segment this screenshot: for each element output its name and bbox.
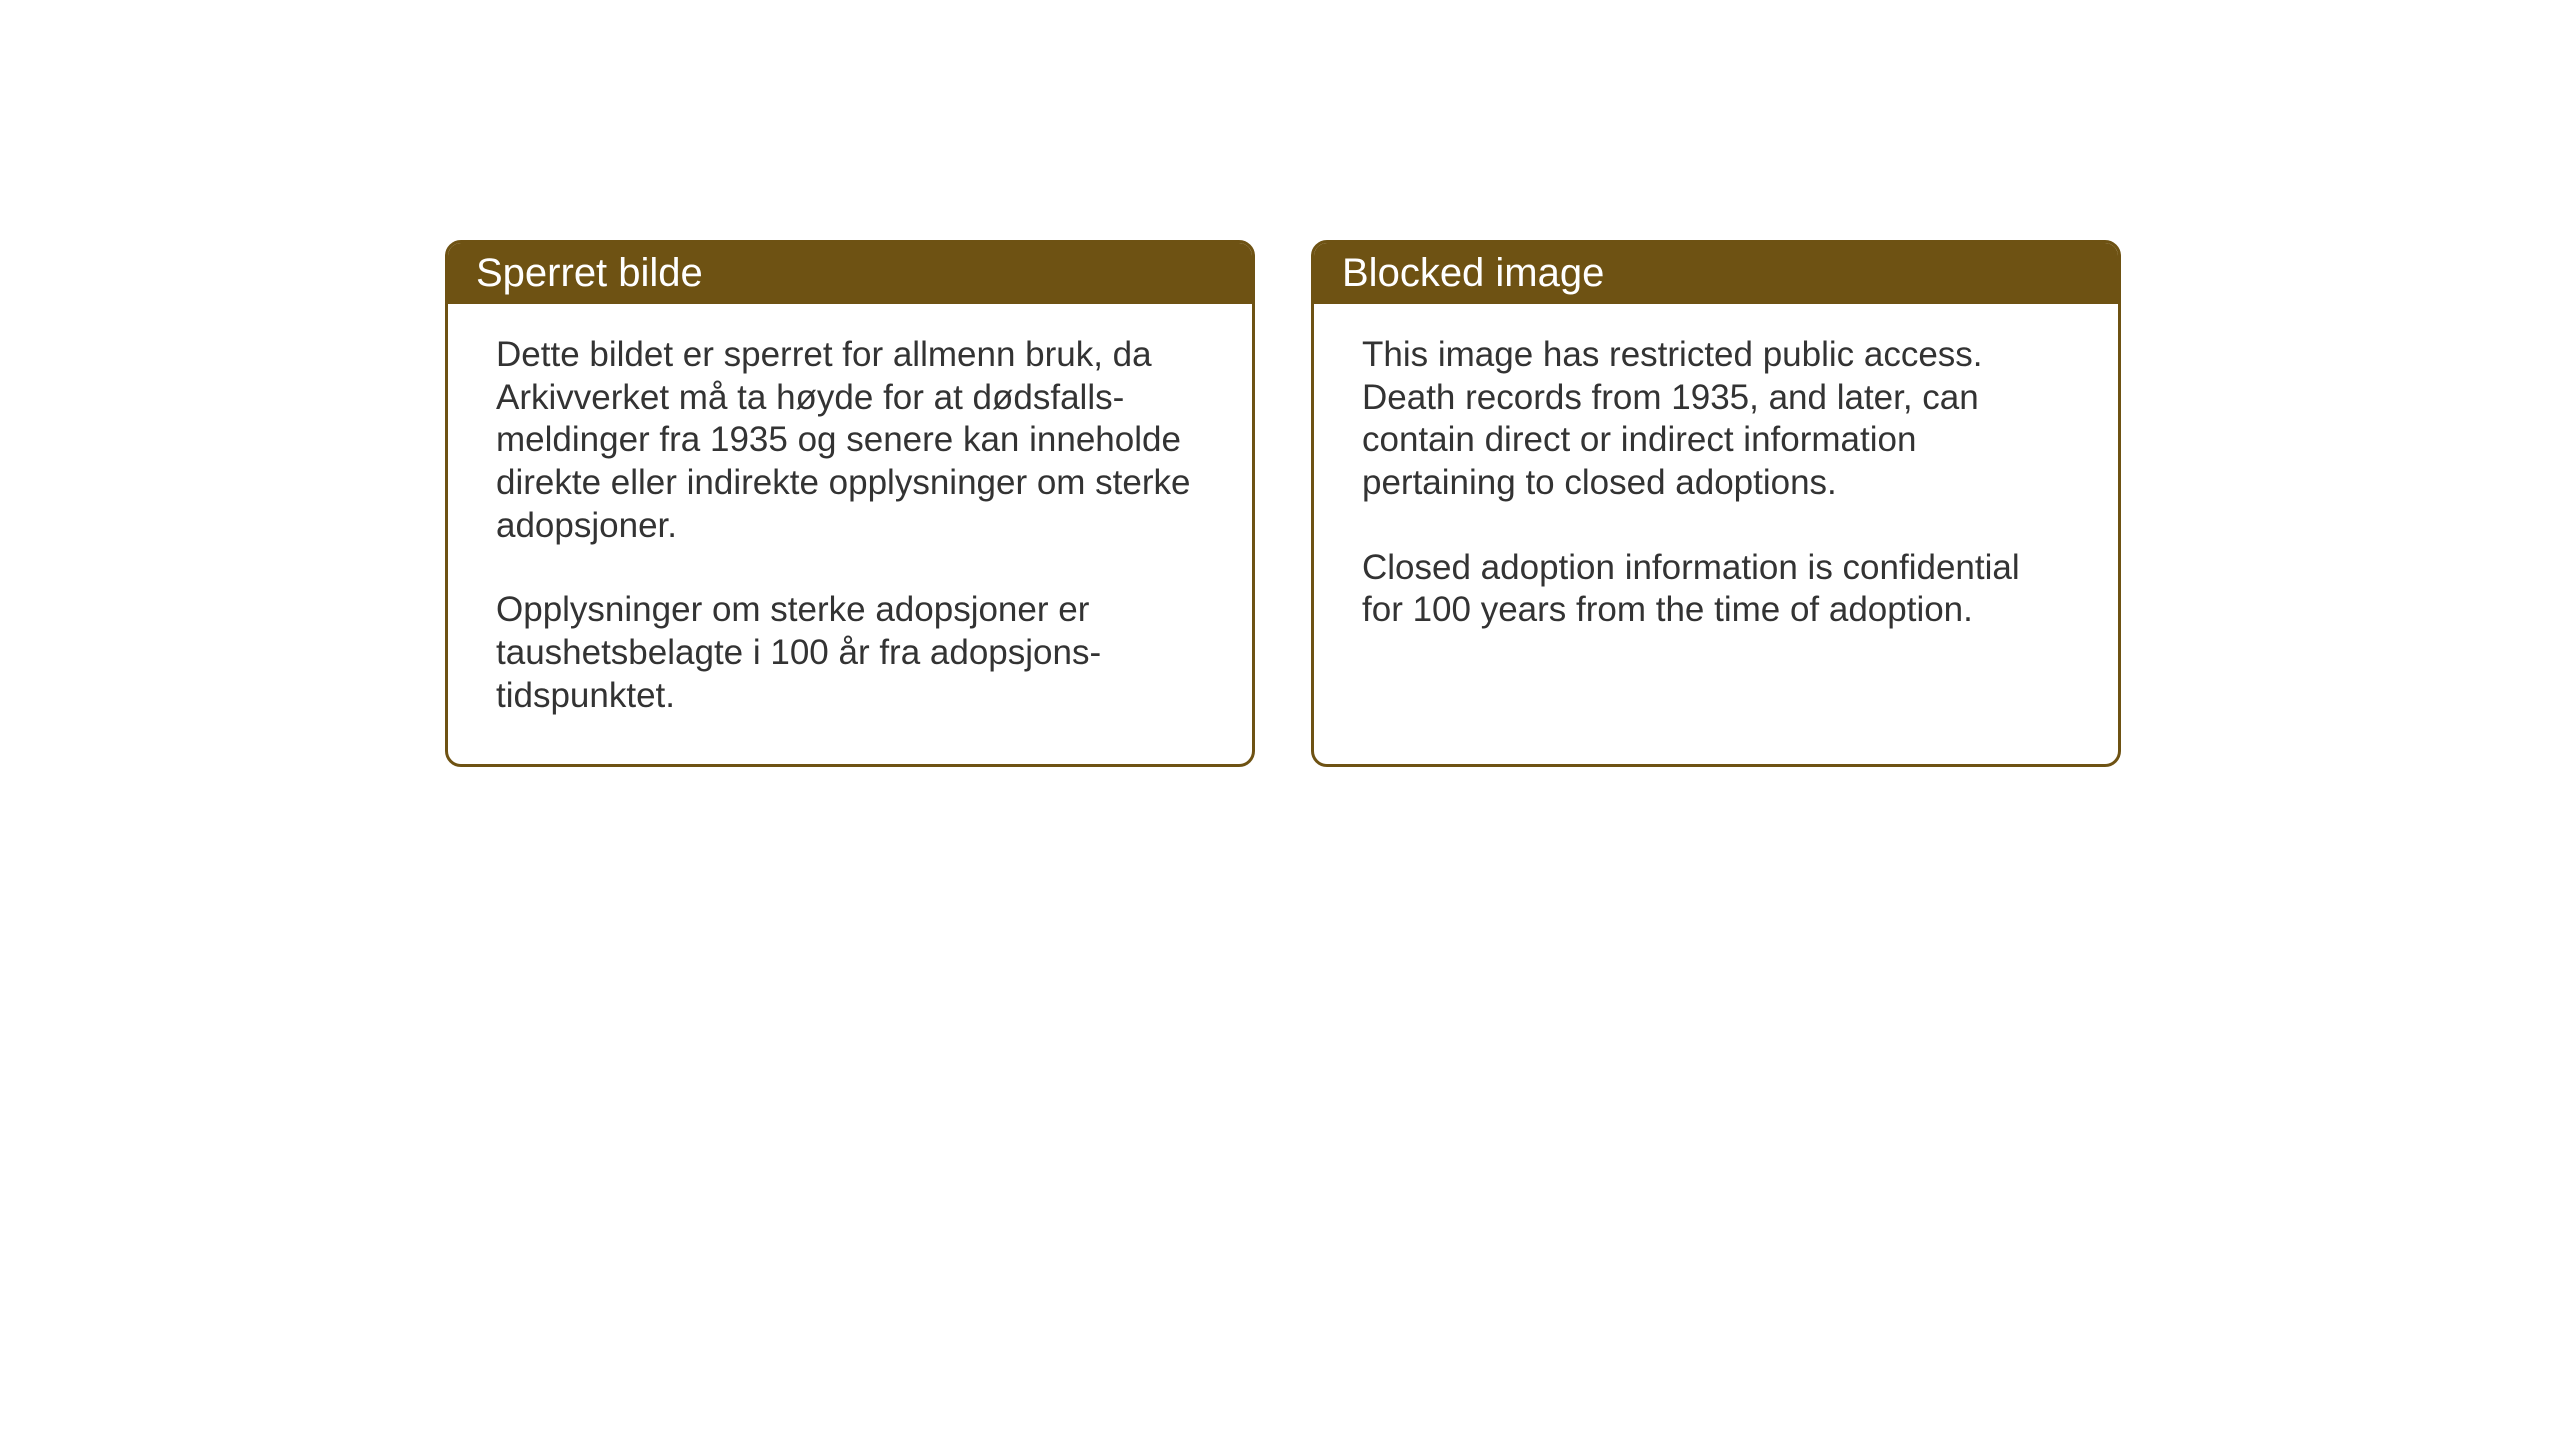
notice-box-norwegian: Sperret bilde Dette bildet er sperret fo… [445, 240, 1255, 767]
notice-body-norwegian: Dette bildet er sperret for allmenn bruk… [448, 304, 1252, 764]
notice-paragraph-2-norwegian: Opplysninger om sterke adopsjoner er tau… [496, 589, 1204, 717]
notice-box-english: Blocked image This image has restricted … [1311, 240, 2121, 767]
notice-header-norwegian: Sperret bilde [448, 243, 1252, 304]
notice-title-norwegian: Sperret bilde [476, 251, 703, 295]
notice-title-english: Blocked image [1342, 251, 1604, 295]
notice-body-english: This image has restricted public access.… [1314, 304, 2118, 678]
notice-container: Sperret bilde Dette bildet er sperret fo… [445, 240, 2121, 767]
notice-paragraph-1-norwegian: Dette bildet er sperret for allmenn bruk… [496, 334, 1204, 547]
notice-header-english: Blocked image [1314, 243, 2118, 304]
notice-paragraph-2-english: Closed adoption information is confident… [1362, 547, 2070, 632]
notice-paragraph-1-english: This image has restricted public access.… [1362, 334, 2070, 505]
